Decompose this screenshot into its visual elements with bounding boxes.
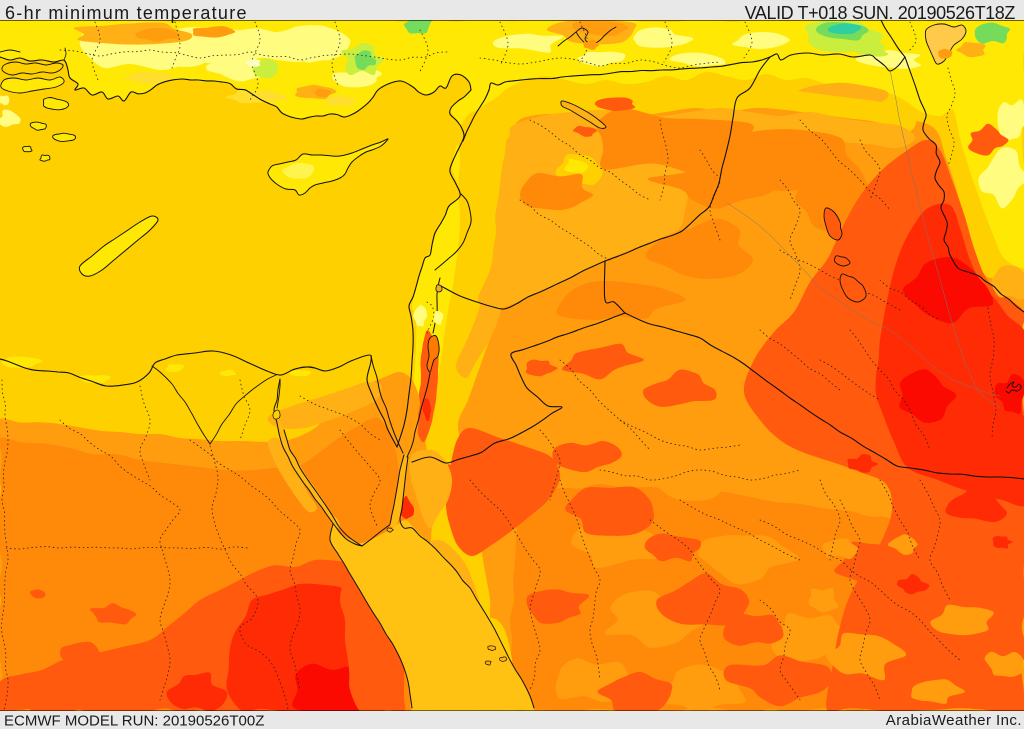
svg-text:ArabiaWeather Inc.: ArabiaWeather Inc.: [886, 712, 1022, 729]
svg-text:ECMWF MODEL RUN: 20190526T00Z: ECMWF MODEL RUN: 20190526T00Z: [4, 713, 264, 730]
svg-text:6-hr minimum temperature: 6-hr minimum temperature: [5, 3, 248, 23]
svg-text:VALID T+018 SUN. 20190526T18Z: VALID T+018 SUN. 20190526T18Z: [745, 3, 1016, 23]
